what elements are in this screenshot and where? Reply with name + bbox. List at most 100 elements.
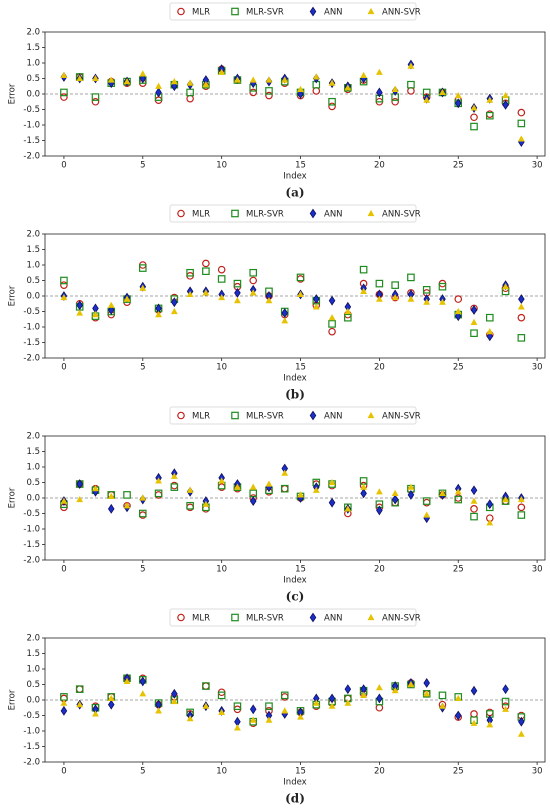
marker-triangle [502,495,509,503]
marker-triangle [486,328,494,335]
x-tick-label: 0 [61,565,66,575]
marker-triangle [202,702,210,709]
marker-triangle [439,298,446,305]
marker-square [422,497,431,505]
legend-box [169,406,417,425]
x-tick-label: 5 [140,363,145,373]
marker-diamond [76,300,83,311]
panel-caption: (b) [285,388,305,402]
marker-circle [75,685,84,693]
marker-triangle [76,701,84,708]
marker-triangle [454,488,462,495]
y-tick-label: -0.5 [23,509,40,519]
marker-triangle [123,677,131,684]
marker-triangle [407,62,415,69]
x-tick-label: 5 [140,161,145,171]
marker-diamond [376,87,383,98]
marker-diamond [470,685,478,696]
marker-triangle [517,730,525,737]
marker-triangle [328,702,336,709]
marker-triangle [375,295,383,302]
y-tick-label: 1.5 [26,447,40,457]
marker-diamond [139,676,147,687]
marker-square [422,286,431,294]
x-tick-label: 30 [532,363,543,373]
marker-diamond [486,499,494,510]
marker-triangle [486,96,494,103]
marker-triangle [265,716,273,723]
marker-triangle [281,707,289,714]
marker-triangle [407,680,415,688]
marker-square [280,691,289,700]
legend-marker [309,410,317,421]
marker-triangle [202,289,210,296]
marker-diamond [407,489,415,500]
y-tick-label: 1.5 [26,649,40,659]
marker-diamond [376,693,383,704]
marker-triangle [265,297,273,304]
marker-square [391,281,399,289]
x-tick-label: 30 [532,161,543,171]
marker-circle [375,703,384,712]
marker-triangle [170,307,178,315]
marker-triangle [139,690,147,697]
marker-circle [328,102,336,111]
y-tick-label: 0.5 [26,74,40,84]
y-tick-label: 1.0 [26,665,40,675]
legend-marker [177,7,185,16]
y-tick-label: 1.0 [26,463,40,473]
legend-label: MLR [192,210,210,220]
marker-square [454,495,463,504]
y-axis-label: Error [8,285,18,306]
marker-triangle [186,715,194,722]
legend-label: ANN-SVR [382,412,421,422]
marker-circle [202,259,210,268]
y-tick-label: 0.0 [26,292,40,302]
marker-triangle [297,290,304,298]
marker-triangle [423,298,431,305]
marker-triangle [297,85,304,92]
marker-triangle [502,705,509,712]
marker-triangle [328,314,336,321]
legend-label: ANN-SVR [382,8,421,18]
y-tick-label: -2.0 [23,354,40,364]
marker-triangle [470,497,478,504]
marker-circle [391,97,399,106]
marker-square [170,483,179,491]
marker-triangle [328,478,336,486]
y-axis-label: Error [8,487,18,508]
y-tick-label: 0.0 [26,90,40,100]
marker-square [186,88,194,97]
legend-label: MLR [192,614,210,624]
marker-diamond [391,494,399,505]
marker-square [438,691,447,700]
x-tick-label: 10 [216,565,227,575]
y-tick-label: 0.0 [26,696,40,706]
marker-triangle [107,492,115,500]
marker-diamond [249,496,257,507]
marker-square [249,268,258,277]
marker-diamond [171,81,178,92]
marker-square [438,282,447,291]
marker-triangle [439,88,446,96]
marker-triangle [92,710,99,717]
marker-square [186,501,194,510]
marker-triangle [344,84,352,91]
marker-triangle [454,694,462,702]
marker-diamond [313,294,320,305]
marker-circle [407,87,415,95]
y-tick-label: 1.0 [26,59,40,69]
legend-box [169,2,417,21]
marker-triangle [155,477,162,484]
marker-square [485,111,494,120]
marker-diamond [423,678,430,688]
legend-marker [309,208,317,219]
x-tick-label: 15 [295,161,306,171]
marker-triangle [92,485,99,492]
marker-triangle [218,293,226,301]
marker-triangle [344,699,352,706]
marker-square [501,697,510,706]
marker-triangle [155,707,162,714]
marker-triangle [234,297,241,304]
marker-diamond [249,704,257,715]
